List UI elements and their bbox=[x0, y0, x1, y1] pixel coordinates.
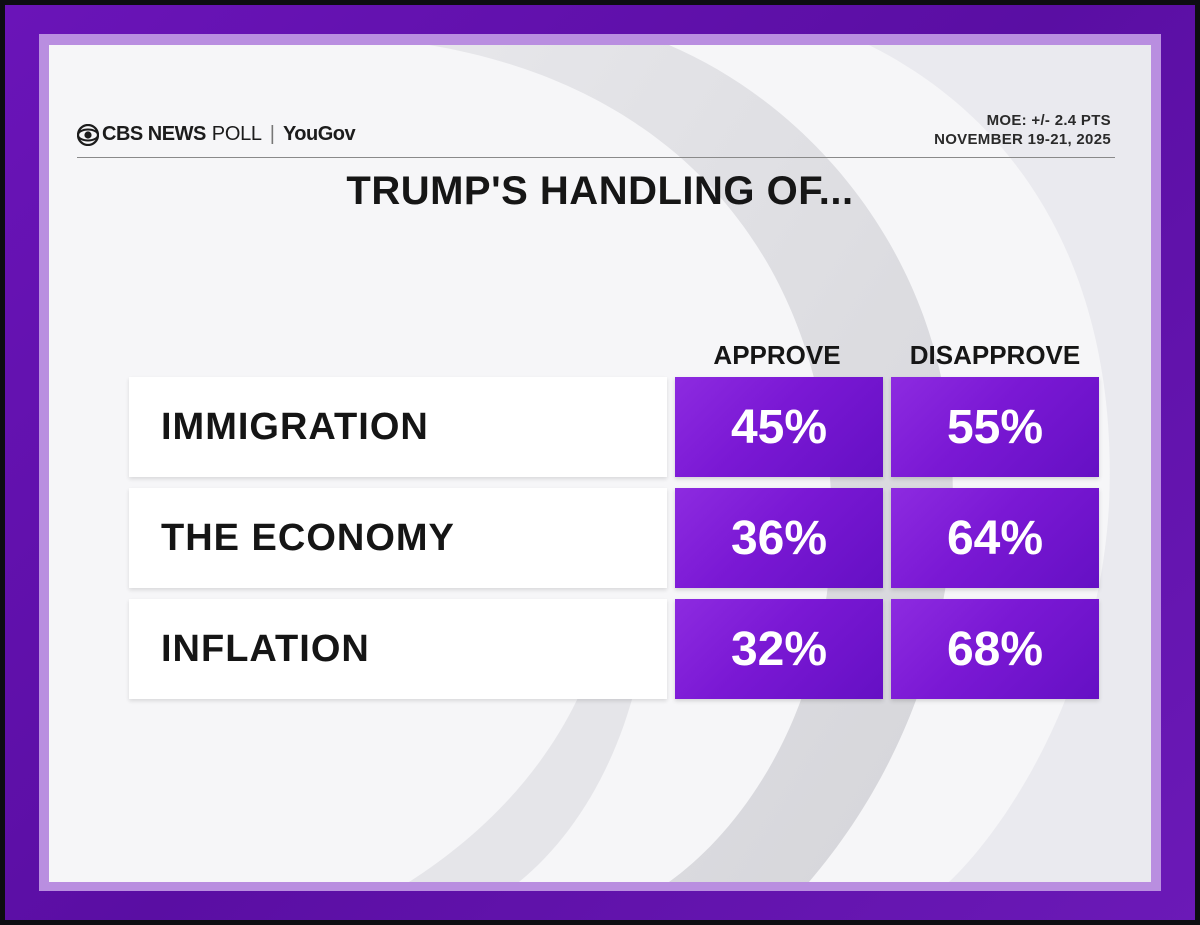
cell-inflation-approve: 32% bbox=[675, 599, 883, 699]
poll-panel: CBS NEWS POLL | YouGov MOE: +/- 2.4 PTS … bbox=[49, 45, 1151, 882]
poll-dates: NOVEMBER 19-21, 2025 bbox=[934, 131, 1111, 148]
column-header-approve: APPROVE bbox=[713, 340, 841, 370]
cbs-yougov-logo: CBS NEWS POLL | YouGov bbox=[77, 123, 356, 146]
chart-title: TRUMP'S HANDLING OF... bbox=[346, 169, 854, 213]
cell-inflation-disapprove: 68% bbox=[891, 599, 1099, 699]
column-header-disapprove: DISAPPROVE bbox=[909, 340, 1081, 370]
cell-economy-disapprove: 64% bbox=[891, 488, 1099, 588]
cbs-eye-icon bbox=[77, 123, 99, 146]
poll-meta: MOE: +/- 2.4 PTS NOVEMBER 19-21, 2025 bbox=[934, 111, 1111, 149]
margin-of-error: MOE: +/- 2.4 PTS bbox=[986, 112, 1111, 129]
brand-cbs-news: CBS NEWS bbox=[102, 123, 206, 145]
cell-economy-approve: 36% bbox=[675, 488, 883, 588]
cell-immigration-disapprove: 55% bbox=[891, 377, 1099, 477]
row-label-immigration: IMMIGRATION bbox=[129, 377, 667, 477]
row-label-inflation: INFLATION bbox=[129, 599, 667, 699]
header-divider bbox=[77, 157, 1115, 158]
brand-separator: | bbox=[269, 123, 275, 145]
brand-yougov: YouGov bbox=[282, 123, 356, 145]
cell-immigration-approve: 45% bbox=[675, 377, 883, 477]
row-label-economy: THE ECONOMY bbox=[129, 488, 667, 588]
outer-frame: CBS NEWS POLL | YouGov MOE: +/- 2.4 PTS … bbox=[5, 5, 1195, 920]
brand-poll: POLL bbox=[211, 123, 262, 145]
